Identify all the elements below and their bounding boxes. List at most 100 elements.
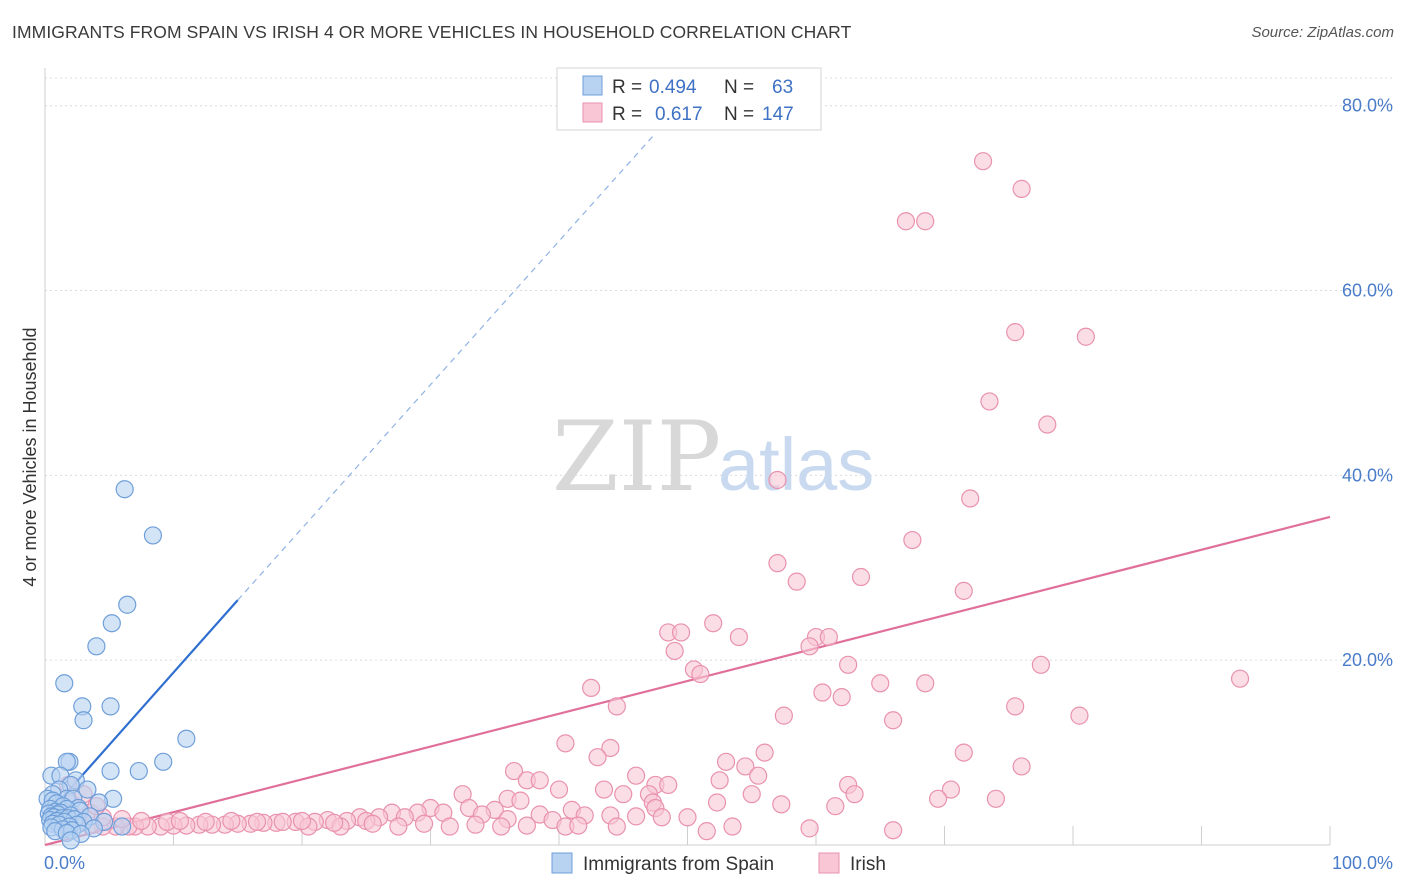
legend-n-label-spain: N =	[724, 77, 754, 98]
irish-point	[883, 711, 903, 730]
spain-point	[101, 761, 120, 781]
irish-point	[665, 641, 684, 661]
spain-point	[55, 674, 74, 693]
spain-point	[129, 761, 148, 781]
irish-point	[1006, 697, 1025, 716]
irish-point	[588, 748, 607, 767]
axes	[44, 68, 1331, 846]
y-tick-label: 20.0%	[1342, 650, 1393, 670]
legend-r-value-irish: 0.617	[655, 104, 703, 125]
legend-r-value-spain: 0.494	[649, 77, 697, 98]
irish-point	[707, 793, 727, 812]
irish-point	[787, 572, 806, 591]
irish-point	[626, 807, 646, 826]
irish-point	[222, 811, 241, 831]
irish-point	[325, 813, 344, 832]
series-legend-swatch-spain	[551, 852, 573, 874]
spain-point	[78, 780, 97, 799]
irish-point	[549, 780, 569, 799]
irish-point	[871, 674, 890, 693]
irish-point	[1012, 179, 1031, 198]
legend-swatch-irish	[582, 102, 603, 123]
irish-point	[723, 817, 742, 836]
irish-point	[742, 785, 761, 804]
tick-labels: 20.0% 40.0% 60.0% 80.0% 0.0% 100.0%	[44, 96, 1393, 873]
spain-point	[154, 752, 173, 771]
legend-swatch-spain	[582, 75, 603, 96]
irish-point	[170, 811, 190, 831]
chart-title: IMMIGRANTS FROM SPAIN VS IRISH 4 OR MORE…	[12, 22, 852, 42]
spain-point	[118, 595, 137, 614]
y-axis-title: 4 or more Vehicles in Household	[20, 327, 40, 586]
irish-point	[196, 812, 215, 831]
y-tick-label: 60.0%	[1342, 281, 1393, 301]
irish-point	[389, 817, 408, 836]
irish-point	[1070, 706, 1089, 725]
spain-point	[89, 793, 109, 812]
y-tick-label: 80.0%	[1342, 96, 1393, 116]
spain-point	[87, 637, 106, 656]
irish-point	[832, 688, 851, 707]
irish-point	[517, 816, 536, 835]
spain-point	[61, 831, 80, 850]
x-tick-label: 0.0%	[44, 853, 85, 873]
irish-point	[1230, 669, 1250, 688]
watermark: ZIP atlas	[552, 401, 874, 513]
irish-point	[941, 780, 961, 799]
irish-point	[755, 743, 774, 762]
irish-point	[691, 664, 710, 684]
irish-point	[582, 678, 601, 698]
correlation-legend: R = 0.494 N = 63 R = 0.617 N = 147	[556, 67, 822, 131]
irish-point	[772, 795, 791, 814]
irish-trend-line	[44, 515, 1331, 847]
irish-point	[1006, 323, 1025, 342]
spain-point	[115, 480, 134, 499]
irish-point	[292, 811, 312, 831]
irish-point	[671, 623, 691, 642]
irish-point	[1031, 655, 1050, 674]
source-credit: Source: ZipAtlas.com	[1251, 24, 1394, 41]
y-tick-label: 40.0%	[1342, 465, 1393, 485]
irish-point	[132, 811, 151, 831]
irish-point	[704, 614, 723, 633]
irish-point	[697, 822, 716, 841]
irish-point	[774, 706, 793, 725]
irish-point	[440, 817, 459, 836]
irish-point	[1038, 415, 1057, 434]
irish-point	[492, 817, 511, 836]
spain-trend-extension	[237, 133, 656, 601]
series-legend-swatch-irish	[818, 852, 840, 874]
spain-point	[74, 711, 93, 730]
irish-point	[903, 530, 922, 550]
irish-point	[883, 821, 903, 840]
irish-point	[916, 212, 935, 231]
irish-point	[607, 817, 626, 836]
irish-point	[607, 697, 626, 716]
irish-point	[556, 734, 575, 753]
irish-point	[928, 789, 948, 808]
irish-point	[273, 812, 292, 831]
irish-point	[845, 785, 864, 804]
irish-point	[851, 567, 871, 587]
irish-point	[569, 816, 588, 835]
irish-point	[768, 470, 787, 490]
irish-point	[954, 581, 973, 600]
irish-point	[659, 775, 678, 795]
irish-point	[594, 780, 614, 799]
irish-point	[819, 627, 838, 647]
spain-point	[112, 817, 132, 836]
watermark-zip: ZIP	[552, 401, 721, 513]
legend-r-label-spain: R =	[612, 77, 642, 98]
irish-point	[826, 797, 845, 816]
irish-point	[716, 752, 736, 771]
irish-point	[800, 819, 819, 838]
irish-point	[986, 789, 1006, 808]
irish-point	[954, 743, 973, 762]
irish-point	[749, 766, 768, 785]
irish-point	[1076, 327, 1095, 346]
irish-point	[813, 683, 832, 702]
irish-point	[678, 808, 697, 827]
spain-point	[101, 697, 120, 716]
irish-point	[614, 785, 633, 804]
irish-point	[839, 655, 858, 674]
